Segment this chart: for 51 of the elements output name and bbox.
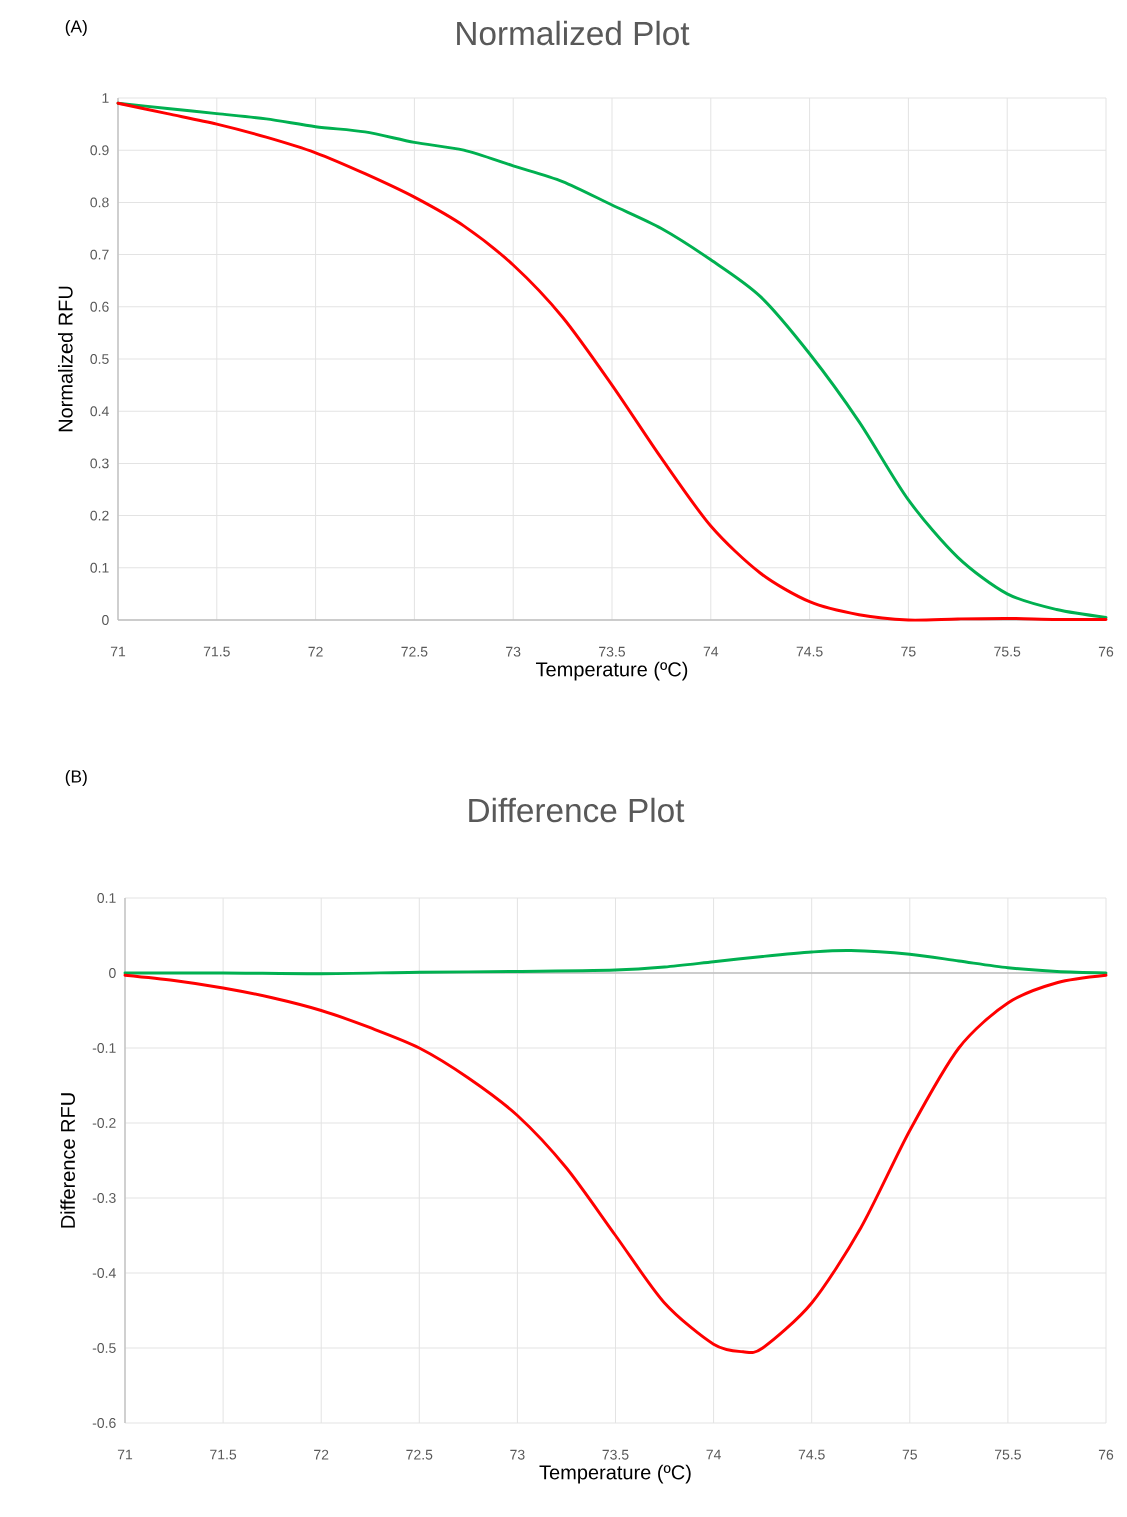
y-tick-label: 0.6 — [90, 301, 109, 312]
x-tick-label: 74 — [706, 1449, 721, 1460]
y-tick-label: -0.2 — [92, 1118, 116, 1128]
x-tick-label: 71.5 — [210, 1449, 237, 1460]
text: (B) — [65, 769, 87, 787]
chart-title: Normalized Plot — [457, 20, 690, 46]
y-axis-title: Difference RFU — [60, 1093, 75, 1228]
chart-title: Difference Plot — [469, 797, 685, 823]
x-tick-label: 75.5 — [994, 646, 1021, 657]
x-tick-label: 75.5 — [994, 1449, 1021, 1460]
x-tick-label: 71 — [110, 646, 126, 657]
y-tick-label: 1 — [102, 93, 109, 103]
y-tick-label: 0 — [102, 615, 109, 625]
x-tick-label: 72.5 — [401, 646, 428, 657]
y-tick-label: -0.1 — [92, 1043, 116, 1053]
y-tick-label: 0.8 — [90, 197, 109, 208]
y-tick-label: 0.3 — [90, 458, 109, 469]
x-tick-label: 74.5 — [798, 1449, 825, 1460]
line-series — [123, 948, 1108, 976]
line-series — [123, 973, 1108, 1354]
x-tick-label: 71.5 — [203, 646, 230, 657]
x-tick-label: 73.5 — [602, 1449, 629, 1460]
y-tick-label: 0.5 — [90, 354, 109, 364]
y-tick-label: 0.4 — [90, 406, 109, 417]
x-tick-label: 73.5 — [599, 646, 626, 657]
x-axis-title: Temperature (ºC) — [535, 661, 688, 681]
x-tick-label: 72.5 — [406, 1449, 433, 1460]
x-tick-label: 72 — [314, 1449, 329, 1460]
x-tick-label: 74 — [703, 646, 719, 657]
x-tick-label: 75 — [901, 646, 916, 657]
y-axis-title: Normalized RFU — [57, 286, 73, 432]
x-tick-label: 74.5 — [796, 646, 823, 657]
y-tick-label: -0.5 — [92, 1343, 116, 1353]
y-tick-label: 0.7 — [90, 249, 109, 260]
x-tick-label: 73 — [506, 646, 521, 657]
x-tick-label: 71 — [117, 1449, 133, 1460]
x-tick-label: 76 — [1098, 1449, 1114, 1460]
x-axis-title: Temperature (ºC) — [539, 1464, 691, 1484]
text: (A) — [65, 19, 87, 37]
x-tick-label: 75 — [902, 1449, 917, 1460]
y-tick-label: 0 — [109, 968, 116, 978]
y-tick-label: -0.6 — [92, 1418, 116, 1428]
y-tick-label: -0.4 — [92, 1268, 116, 1278]
x-tick-label: 76 — [1098, 646, 1114, 657]
y-tick-label: 0.2 — [90, 510, 109, 521]
x-tick-label: 72 — [308, 646, 323, 657]
y-tick-label: 0.1 — [90, 562, 109, 573]
y-tick-label: 0.1 — [97, 893, 116, 903]
y-tick-label: -0.3 — [92, 1193, 116, 1203]
y-tick-label: 0.9 — [90, 145, 109, 156]
x-tick-label: 73 — [510, 1449, 525, 1460]
